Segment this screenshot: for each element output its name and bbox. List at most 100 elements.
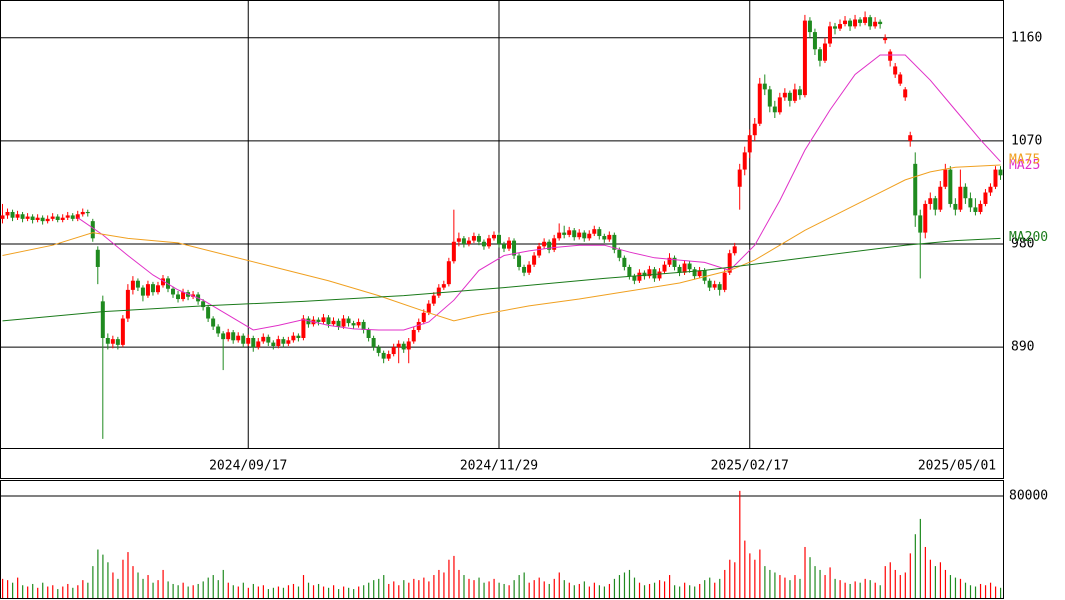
candle-body	[231, 332, 236, 341]
candle-body	[306, 318, 311, 325]
volume-bar	[468, 578, 470, 598]
volume-bar	[127, 552, 129, 598]
candle-body	[346, 318, 351, 324]
candle-body	[973, 207, 978, 212]
candle-body	[120, 318, 125, 345]
volume-bar	[57, 589, 59, 598]
volume-bar	[613, 578, 616, 598]
volume-bar	[423, 577, 425, 598]
volume-bar	[724, 569, 726, 598]
candle-body	[341, 318, 346, 327]
candle-body	[20, 214, 25, 219]
candle-body	[361, 321, 366, 330]
candle-body	[296, 335, 301, 339]
volume-bar	[182, 582, 184, 598]
legend-label: MA25	[1009, 158, 1040, 173]
candle-body	[30, 216, 35, 220]
volume-bar	[834, 578, 836, 598]
volume-bar	[312, 585, 315, 598]
volume-bar	[102, 554, 104, 598]
y-tick-label: 980	[1011, 237, 1034, 252]
volume-bar	[959, 578, 962, 598]
candle-body	[221, 333, 226, 340]
candle-body	[216, 326, 221, 334]
volume-bar	[789, 580, 791, 598]
candle-body	[943, 169, 948, 187]
candle-body	[426, 303, 431, 313]
ma-line	[77, 54, 1001, 331]
candle-body	[522, 266, 527, 273]
candle-body	[241, 335, 246, 344]
volume-bar	[222, 569, 224, 598]
candle-body	[40, 217, 45, 222]
candle-body	[45, 218, 50, 222]
candle-body	[762, 83, 767, 90]
candle-body	[391, 347, 396, 355]
candle-body	[983, 192, 988, 204]
candle-body	[792, 89, 797, 101]
volume-bar	[994, 586, 997, 598]
candle-body	[662, 264, 667, 272]
volume-bar	[819, 569, 821, 598]
volume-bar	[974, 586, 977, 598]
candle-body	[286, 340, 291, 344]
volume-bar	[112, 572, 114, 598]
volume-bar	[553, 578, 555, 598]
volume-bar	[262, 585, 264, 598]
candle-body	[105, 338, 110, 344]
volume-bar	[874, 582, 876, 598]
volume-bar	[689, 585, 691, 598]
candle-body	[376, 347, 381, 353]
volume-bar	[327, 587, 330, 598]
volume-bar	[368, 582, 370, 598]
candle-body	[622, 257, 627, 267]
candle-body	[100, 301, 105, 339]
candle-body	[928, 198, 933, 204]
candle-body	[908, 135, 913, 141]
volume-bar	[714, 582, 716, 598]
volume-bar	[217, 580, 219, 598]
volume-bar	[929, 559, 931, 598]
volume-bar	[117, 578, 119, 598]
volume-bar	[653, 582, 656, 598]
volume-bar	[814, 566, 816, 598]
volume-bar	[458, 569, 460, 598]
candle-body	[537, 246, 542, 256]
candle-body	[55, 216, 60, 220]
candle-body	[597, 229, 602, 237]
candle-body	[782, 92, 787, 98]
volume-bar	[824, 575, 826, 598]
volume-bar	[227, 582, 229, 598]
x-tick-label: 2024/09/17	[209, 459, 287, 474]
volume-bar	[658, 580, 661, 598]
volume-bar	[618, 575, 621, 598]
volume-bar	[473, 580, 475, 598]
candle-body	[963, 186, 968, 199]
volume-bar	[769, 569, 771, 598]
volume-bar	[849, 583, 851, 598]
volume-bar	[979, 583, 982, 598]
candle-body	[978, 203, 983, 212]
candle-body	[958, 186, 963, 210]
candle-body	[466, 240, 471, 245]
candle-body	[858, 19, 863, 23]
legend-label: MA200	[1009, 230, 1048, 245]
candle-body	[923, 203, 928, 233]
volume-bar	[759, 549, 761, 598]
volume-bar	[42, 582, 44, 598]
volume-bar	[829, 567, 831, 598]
candle-body	[5, 211, 10, 216]
volume-bar	[909, 553, 911, 598]
volume-bar	[292, 583, 295, 598]
candle-body	[502, 244, 507, 249]
volume-bar	[257, 586, 259, 598]
volume-bar	[37, 587, 39, 598]
candle-body	[873, 21, 878, 27]
candle-body	[717, 284, 722, 290]
candle-body	[411, 329, 416, 342]
volume-bar	[648, 583, 651, 598]
volume-bar	[804, 546, 806, 598]
y-tick-label: 890	[1011, 340, 1034, 355]
candle-body	[727, 253, 732, 273]
candle-body	[60, 217, 65, 220]
